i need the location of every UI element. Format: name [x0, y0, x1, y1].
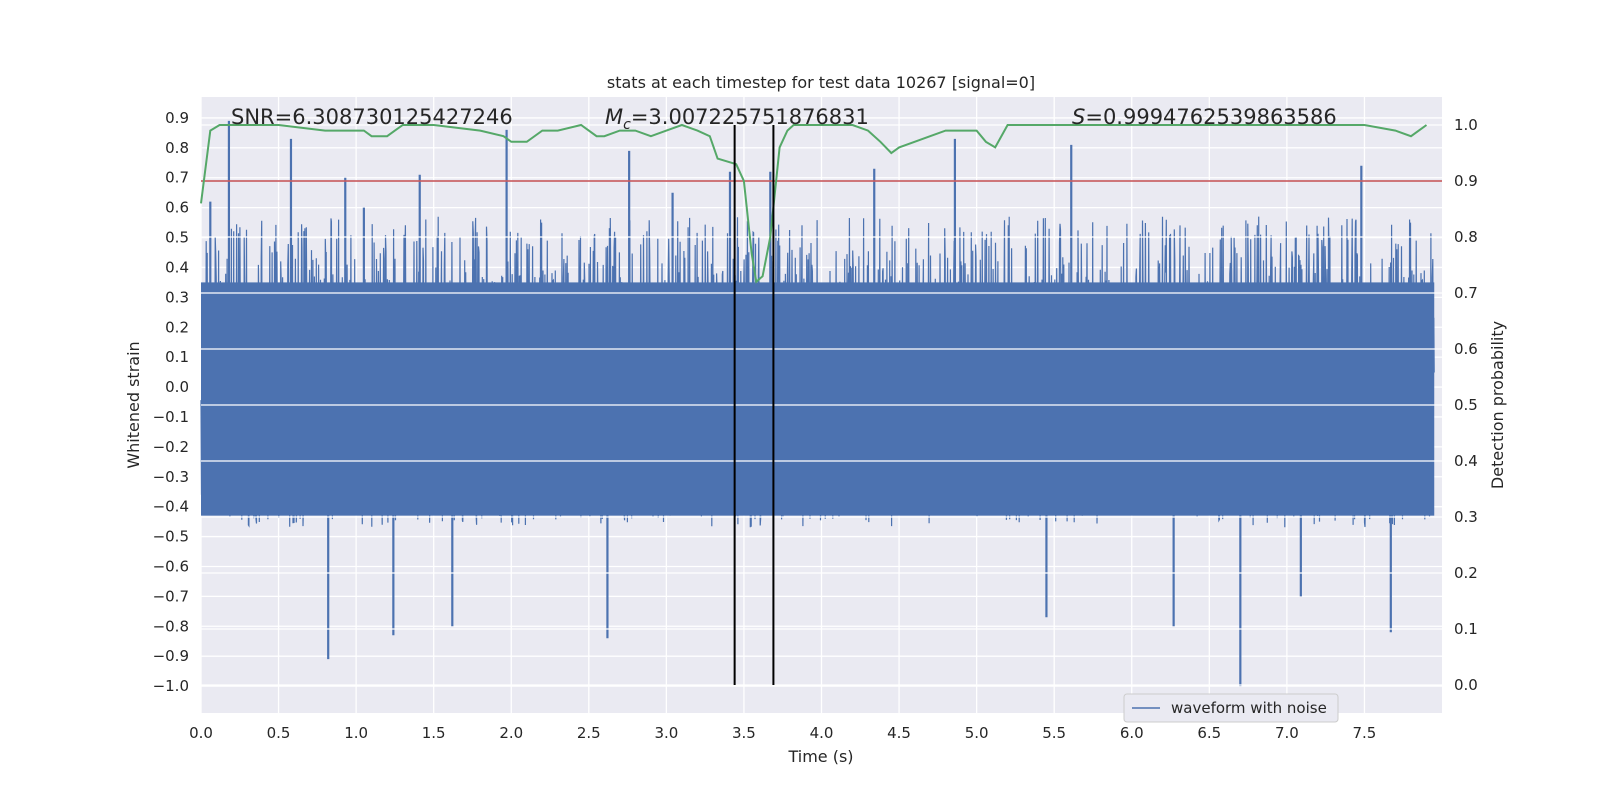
right-y-tick-label: 0.8 — [1454, 228, 1478, 246]
score-symbol: S — [1072, 105, 1085, 129]
chirp-mass-annotation: Mc=3.007225751876831 — [605, 105, 869, 133]
x-tick-label: 7.5 — [1353, 724, 1377, 742]
x-tick-label: 3.0 — [654, 724, 678, 742]
x-tick-label: 0.5 — [267, 724, 291, 742]
probability-series — [200, 123, 1428, 284]
left-y-axis-label: Whitened strain — [124, 341, 143, 468]
chart-title: stats at each timestep for test data 102… — [607, 73, 1035, 92]
x-tick-label: 7.0 — [1275, 724, 1299, 742]
x-tick-label: 6.0 — [1120, 724, 1144, 742]
left-y-tick-label: 0.4 — [165, 258, 189, 276]
left-y-tick-label: 0.5 — [165, 229, 189, 247]
left-y-tick-label: −0.8 — [153, 617, 189, 635]
chirp-mass-subscript: c — [623, 117, 631, 133]
chirp-mass-value: =3.007225751876831 — [631, 105, 869, 129]
waveform-series — [200, 120, 1435, 687]
vertical-markers — [733, 125, 775, 685]
right-y-tick-label: 0.3 — [1454, 508, 1478, 526]
x-tick-label: 1.5 — [422, 724, 446, 742]
score-value: =0.9994762539863586 — [1085, 105, 1336, 129]
right-y-tick-label: 0.4 — [1454, 452, 1478, 470]
chirp-mass-symbol: M — [605, 105, 623, 129]
right-y-tick-label: 1.0 — [1454, 116, 1478, 134]
score-annotation: S=0.9994762539863586 — [1072, 105, 1337, 129]
left-y-tick-label: −0.4 — [153, 498, 189, 516]
x-tick-label: 6.5 — [1197, 724, 1221, 742]
left-y-tick-label: 0.2 — [165, 318, 189, 336]
right-y-tick-labels: 0.0 0.1 0.2 0.3 0.4 0.5 0.6 0.7 0.8 0.9 1.0 — [1454, 116, 1478, 694]
left-y-tick-label: 0.7 — [165, 169, 189, 187]
x-tick-label: 4.5 — [887, 724, 911, 742]
left-y-tick-label: −0.9 — [153, 647, 189, 665]
x-tick-labels: 0.0 0.5 1.0 1.5 2.0 2.5 3.0 3.5 4.0 4.5 5.0 5.5 6.0 6… — [189, 724, 1376, 742]
waveform-dense-band — [201, 282, 1435, 516]
right-y-axis-label: Detection probability — [1488, 321, 1507, 489]
right-y-tick-label: 0.9 — [1454, 172, 1478, 190]
left-y-tick-label: 0.9 — [165, 109, 189, 127]
probability-line — [200, 123, 1428, 284]
right-y-tick-label: 0.0 — [1454, 676, 1478, 694]
x-tick-label: 5.5 — [1042, 724, 1066, 742]
x-tick-label: 0.0 — [189, 724, 213, 742]
left-y-tick-label: −0.1 — [153, 408, 189, 426]
legend-label-waveform: waveform with noise — [1171, 699, 1327, 717]
left-y-tick-labels: −1.0 −0.9 −0.8 −0.7 −0.6 −0.5 −0.4 −0.3 −0.2 −0.1… — [153, 109, 189, 695]
right-y-tick-label: 0.1 — [1454, 620, 1478, 638]
left-y-tick-label: −0.5 — [153, 528, 189, 546]
x-tick-label: 1.0 — [344, 724, 368, 742]
x-tick-label: 4.0 — [810, 724, 834, 742]
x-tick-label: 2.0 — [499, 724, 523, 742]
left-y-tick-label: −1.0 — [153, 677, 189, 695]
x-tick-label: 3.5 — [732, 724, 756, 742]
left-y-tick-label: 0.3 — [165, 288, 189, 306]
legend-box — [1123, 693, 1339, 723]
left-y-tick-label: −0.2 — [153, 438, 189, 456]
legend: waveform with noise — [1123, 693, 1339, 723]
left-y-tick-label: −0.6 — [153, 557, 189, 575]
left-y-tick-label: −0.7 — [153, 587, 189, 605]
snr-annotation: SNR=6.308730125427246 — [231, 105, 513, 129]
right-y-tick-label: 0.2 — [1454, 564, 1478, 582]
x-tick-label: 5.0 — [965, 724, 989, 742]
left-y-tick-label: 0.0 — [165, 378, 189, 396]
left-y-tick-label: 0.6 — [165, 199, 189, 217]
right-y-tick-label: 0.6 — [1454, 340, 1478, 358]
right-y-tick-label: 0.7 — [1454, 284, 1478, 302]
left-y-tick-label: 0.1 — [165, 348, 189, 366]
x-axis-label: Time (s) — [787, 747, 853, 766]
left-y-tick-label: 0.8 — [165, 139, 189, 157]
x-tick-label: 2.5 — [577, 724, 601, 742]
right-y-tick-label: 0.5 — [1454, 396, 1478, 414]
left-y-tick-label: −0.3 — [153, 468, 189, 486]
